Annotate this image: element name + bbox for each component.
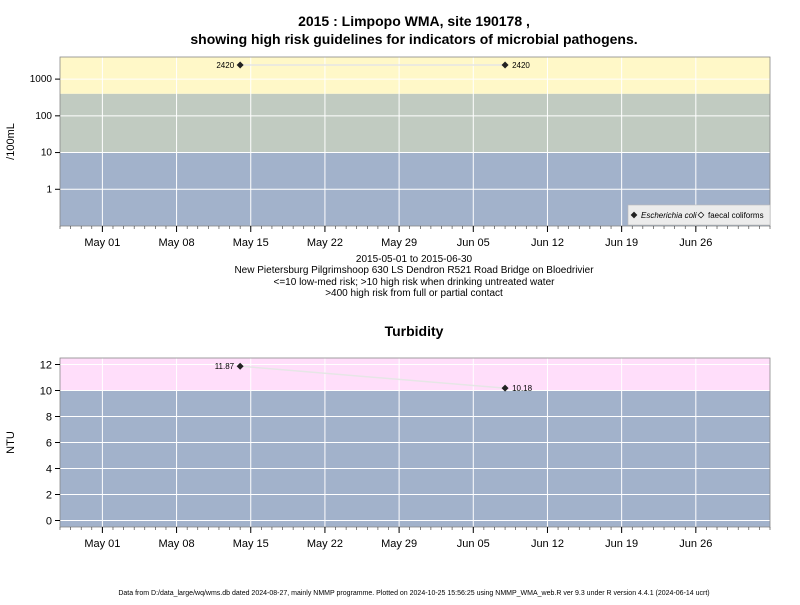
data-point <box>501 61 509 69</box>
x-tick-label: May 15 <box>233 538 269 550</box>
chart-title-line2: showing high risk guidelines for indicat… <box>190 31 637 47</box>
y-tick-label: 100 <box>35 111 52 122</box>
legend-marker-filled <box>630 211 638 219</box>
x-tick-label: May 01 <box>84 538 120 550</box>
y-tick-label: 0 <box>46 516 52 528</box>
risk-band-1 <box>60 93 770 153</box>
caption-date-range: 2015-05-01 to 2015-06-30 <box>356 254 473 265</box>
y-tick-label: 2 <box>46 490 52 502</box>
chart-title-line1: 2015 : Limpopo WMA, site 190178 , <box>298 13 530 29</box>
legend-marker-open <box>697 211 705 219</box>
x-tick-label: May 29 <box>381 237 417 249</box>
x-tick-label: Jun 12 <box>531 538 564 550</box>
x-tick-label: May 22 <box>307 538 343 550</box>
y-tick-label: 10 <box>41 148 53 159</box>
y-tick-label: 1000 <box>30 74 53 85</box>
series-line <box>240 365 506 389</box>
legend-label: faecal coliforms <box>708 211 764 220</box>
caption-guideline-high: >400 high risk from full or partial cont… <box>325 288 503 299</box>
legend-label: Escherichia coli <box>641 211 697 220</box>
data-point <box>236 61 244 69</box>
footer-note: Data from D:/data_large/wq/wms.db dated … <box>118 590 709 597</box>
y-tick-label: 8 <box>46 412 52 424</box>
risk-band-0 <box>60 390 770 527</box>
caption-guideline-low: <=10 low-med risk; >10 high risk when dr… <box>274 277 556 288</box>
x-tick-label: Jun 26 <box>679 237 712 249</box>
plot-frame <box>59 56 771 227</box>
x-tick-label: May 29 <box>381 538 417 550</box>
y-tick-label: 12 <box>40 360 52 372</box>
y-tick-label: 1 <box>46 184 52 195</box>
caption-site: New Pietersburg Pilgrimshoop 630 LS Dend… <box>234 265 594 276</box>
y-axis-label: NTU <box>5 431 17 454</box>
y-tick-label: 4 <box>46 464 52 476</box>
x-tick-label: Jun 05 <box>457 538 490 550</box>
y-axis-label: /100mL <box>5 123 17 160</box>
risk-band-2 <box>60 57 770 94</box>
x-tick-label: Jun 12 <box>531 237 564 249</box>
x-tick-label: Jun 05 <box>457 237 490 249</box>
x-tick-label: May 22 <box>307 237 343 249</box>
x-tick-label: May 08 <box>159 237 195 249</box>
x-tick-label: Jun 19 <box>605 538 638 550</box>
microbial-chart-panel: May 01 May 08 May 15 May 22 May 29 Jun 05 Jun … <box>5 56 771 249</box>
x-tick-label: May 08 <box>159 538 195 550</box>
x-tick-label: May 01 <box>84 237 120 249</box>
data-point <box>236 362 244 370</box>
data-label: 11.87 <box>215 362 235 371</box>
turbidity-chart-panel: May 01 May 08 May 15 May 22 May 29 Jun 05 Jun … <box>5 357 771 550</box>
turbidity-title: Turbidity <box>385 323 444 339</box>
data-label: 2420 <box>216 61 234 70</box>
x-tick-label: Jun 26 <box>679 538 712 550</box>
risk-band-1 <box>60 358 770 391</box>
data-label: 2420 <box>512 61 530 70</box>
y-tick-label: 10 <box>40 386 52 398</box>
x-tick-label: Jun 19 <box>605 237 638 249</box>
y-tick-label: 6 <box>46 438 52 450</box>
x-tick-label: May 15 <box>233 237 269 249</box>
data-label: 10.18 <box>512 384 533 393</box>
data-point <box>501 384 509 392</box>
